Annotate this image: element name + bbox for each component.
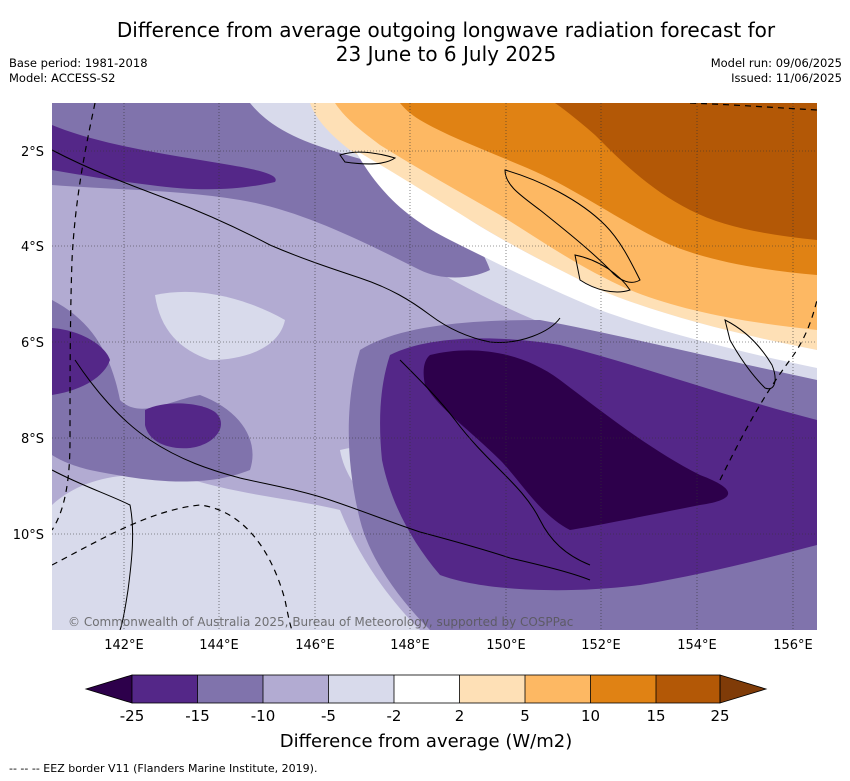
title-line-1: Difference from average outgoing longwav…: [116, 18, 776, 42]
map-title: Difference from average outgoing longwav…: [0, 18, 850, 66]
colorbar-label-neg-10: -10: [251, 707, 276, 725]
colorbar-label-neg-15: -15: [185, 707, 210, 725]
colorbar-extend-high: [719, 674, 768, 704]
eez-borders: [52, 103, 817, 630]
colorbar-swatch-neg-5-2: [328, 675, 394, 703]
issued-date: Issued: 11/06/2025: [731, 71, 842, 85]
colorbar-label-neg-5: -5: [321, 707, 336, 725]
colorbar-title: Difference from average (W/m2): [280, 731, 572, 752]
bougainville: [724, 319, 776, 390]
gridlines: [52, 103, 817, 630]
colorbar-swatch-neg-15-10: [197, 675, 263, 703]
band-neg-5-2-west: [155, 291, 285, 360]
band-neg-25-15-north: [52, 125, 276, 190]
eez-line-east: [719, 299, 817, 481]
manus-island: [339, 151, 397, 165]
colorbar-swatch-pos-15-25: [656, 675, 720, 703]
colorbar-label-neg-2: -2: [387, 707, 402, 725]
y-tick-labels: 2°S 4°S 6°S 8°S 10°S: [13, 145, 44, 543]
colorbar-dividers: [197, 675, 657, 703]
colorbar-swatch-pos-2-5: [459, 675, 525, 703]
coastlines: [52, 149, 776, 630]
new-guinea-north-coast: [52, 149, 561, 343]
band-neg-2-pos-2: [355, 150, 817, 368]
model-name: Model: ACCESS-S2: [9, 71, 116, 85]
title-line-2: 23 June to 6 July 2025: [335, 42, 557, 66]
anomaly-contours: © Commonwealth of Australia 2025, Bureau…: [52, 103, 817, 630]
colorbar: -25 -15 -10 -5 -2 2 5 10 15 25 Differenc…: [84, 674, 768, 752]
x-tick-144e: 144°E: [199, 638, 239, 653]
colorbar-swatch-pos-10-15: [590, 675, 656, 703]
colorbar-swatch-neg-25-15: [132, 675, 198, 703]
eez-line-northeast: [689, 103, 817, 111]
model-run: Model run: 09/06/2025: [710, 56, 842, 70]
colorbar-label-pos-10: 10: [581, 707, 600, 725]
eez-legend-note: -- -- -- EEZ border V11 (Flanders Marine…: [9, 762, 318, 775]
band-neg-25-15-southwest: [145, 403, 221, 449]
y-tick-10s: 10°S: [13, 528, 44, 543]
colorbar-frame: [131, 674, 721, 704]
papuan-peninsula: [399, 359, 591, 566]
colorbar-label-pos-15: 15: [646, 707, 665, 725]
colorbar-label-pos-5: 5: [520, 707, 530, 725]
band-neg-5-2-southwest: [52, 474, 420, 630]
meta-left: Base period: 1981-2018 Model: ACCESS-S2: [9, 56, 148, 86]
australia-cape-york: [52, 469, 134, 630]
x-tick-154e: 154°E: [677, 638, 717, 653]
new-guinea-south-coast: [74, 359, 591, 581]
y-tick-4s: 4°S: [21, 240, 44, 255]
colorbar-swatch-neg-2-pos-2: [394, 675, 460, 703]
colorbar-swatch-neg-10-5: [263, 675, 329, 703]
new-britain: [504, 169, 641, 283]
y-tick-8s: 8°S: [21, 432, 44, 447]
x-tick-150e: 150°E: [486, 638, 526, 653]
x-tick-146e: 146°E: [295, 638, 335, 653]
new-ireland: [574, 254, 631, 293]
x-tick-156e: 156°E: [773, 638, 813, 653]
eez-line-south: [52, 504, 293, 630]
colorbar-swatch-pos-5-10: [525, 675, 591, 703]
y-tick-6s: 6°S: [21, 336, 44, 351]
colorbar-label-neg-25: -25: [120, 707, 145, 725]
colorbar-label-pos-25: 25: [710, 707, 729, 725]
x-tick-labels: 142°E 144°E 146°E 148°E 150°E 152°E 154°…: [104, 638, 813, 653]
y-tick-2s: 2°S: [21, 145, 44, 160]
colorbar-extend-low: [84, 674, 133, 704]
meta-right: Model run: 09/06/2025 Issued: 11/06/2025: [711, 56, 842, 86]
colorbar-label-pos-2: 2: [455, 707, 465, 725]
base-period: Base period: 1981-2018: [9, 56, 148, 70]
band-neg-25-15-west: [52, 328, 110, 395]
band-pos-15-25: [555, 103, 817, 240]
band-below-neg-25-core: [423, 350, 729, 530]
copyright-notice: © Commonwealth of Australia 2025, Bureau…: [68, 615, 573, 629]
x-tick-142e: 142°E: [104, 638, 144, 653]
eez-line-west: [52, 103, 96, 531]
band-neg-15-10-north: [52, 103, 490, 278]
x-tick-152e: 152°E: [581, 638, 621, 653]
x-tick-148e: 148°E: [390, 638, 430, 653]
